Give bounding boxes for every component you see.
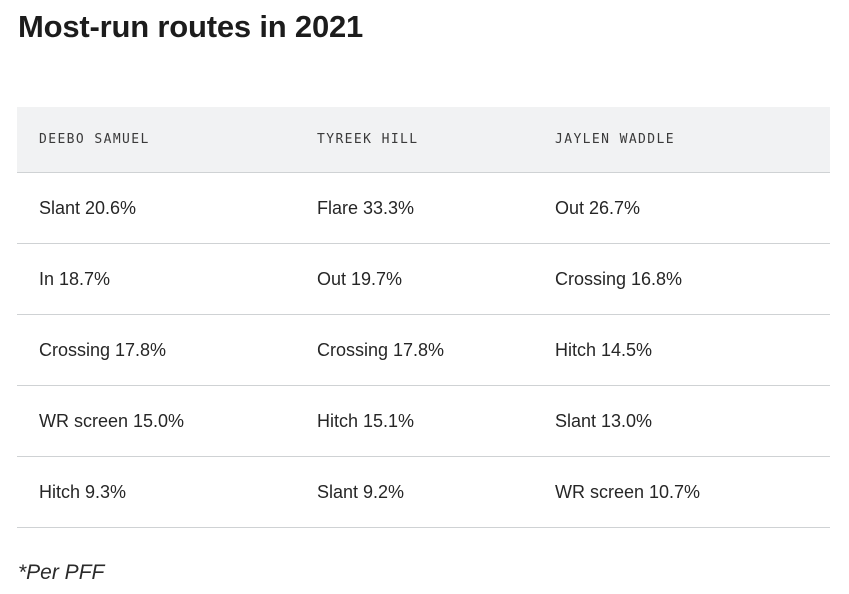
table-row: Slant 20.6% Flare 33.3% Out 26.7% — [17, 172, 830, 244]
table-cell: WR screen 15.0% — [17, 385, 295, 457]
table-cell: Slant 13.0% — [533, 385, 830, 457]
column-header-tyreek-hill: TYREEK HILL — [295, 107, 533, 173]
table-cell: Hitch 14.5% — [533, 314, 830, 386]
table-row: Hitch 9.3% Slant 9.2% WR screen 10.7% — [17, 456, 830, 528]
table-row: WR screen 15.0% Hitch 15.1% Slant 13.0% — [17, 385, 830, 457]
table-cell: Out 19.7% — [295, 243, 533, 315]
table-cell: Crossing 17.8% — [295, 314, 533, 386]
table-cell: Slant 9.2% — [295, 456, 533, 528]
table-cell: Hitch 15.1% — [295, 385, 533, 457]
table-body: Slant 20.6% Flare 33.3% Out 26.7% In 18.… — [17, 172, 830, 528]
table-cell: Hitch 9.3% — [17, 456, 295, 528]
column-header-deebo-samuel: DEEBO SAMUEL — [17, 107, 295, 173]
header-row: DEEBO SAMUEL TYREEK HILL JAYLEN WADDLE — [17, 107, 830, 173]
table-row: In 18.7% Out 19.7% Crossing 16.8% — [17, 243, 830, 315]
table-cell: In 18.7% — [17, 243, 295, 315]
table-cell: Out 26.7% — [533, 172, 830, 244]
source-footnote: *Per PFF — [18, 561, 105, 584]
table-cell: Crossing 17.8% — [17, 314, 295, 386]
table-cell: WR screen 10.7% — [533, 456, 830, 528]
table-cell: Slant 20.6% — [17, 172, 295, 244]
column-header-jaylen-waddle: JAYLEN WADDLE — [533, 107, 830, 173]
table-row: Crossing 17.8% Crossing 17.8% Hitch 14.5… — [17, 314, 830, 386]
table-header: DEEBO SAMUEL TYREEK HILL JAYLEN WADDLE — [17, 107, 830, 173]
table-cell: Flare 33.3% — [295, 172, 533, 244]
routes-table: DEEBO SAMUEL TYREEK HILL JAYLEN WADDLE S… — [17, 107, 830, 528]
table-cell: Crossing 16.8% — [533, 243, 830, 315]
page-title: Most-run routes in 2021 — [18, 9, 364, 44]
